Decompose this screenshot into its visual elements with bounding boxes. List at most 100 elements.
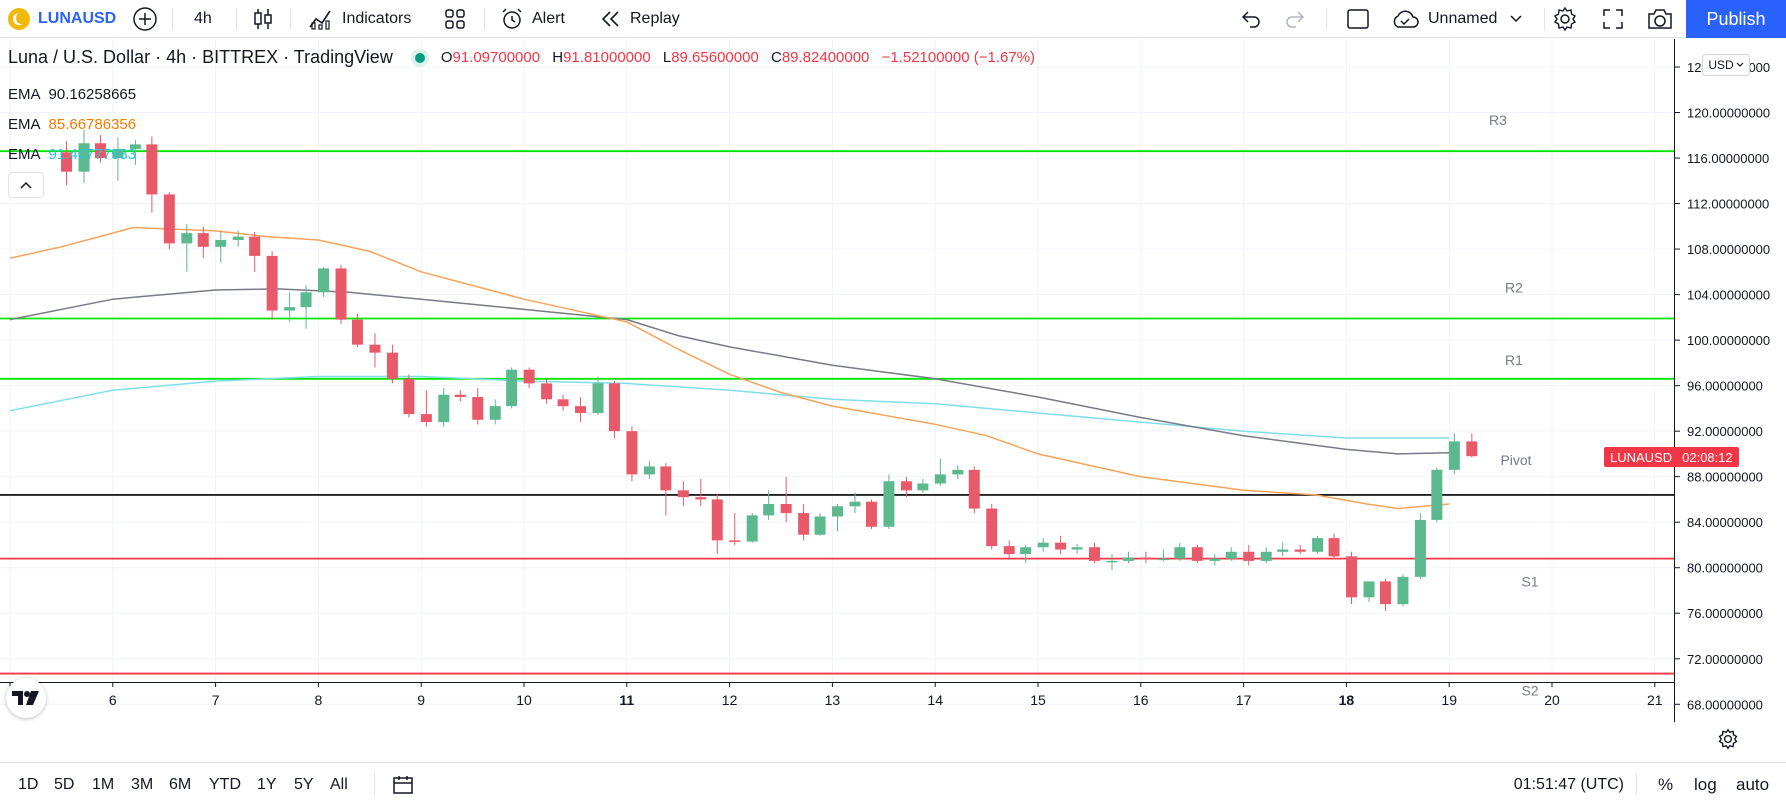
candle-down[interactable] <box>61 140 73 186</box>
range-3m-button[interactable]: 3M <box>131 775 154 793</box>
compare-symbol-button[interactable] <box>132 0 158 38</box>
candle-up[interactable] <box>1174 542 1186 561</box>
fullscreen-button[interactable] <box>1602 0 1624 38</box>
candle-up[interactable] <box>917 478 929 493</box>
candle-down[interactable] <box>711 493 723 555</box>
candle-down[interactable] <box>900 476 912 498</box>
candle-up[interactable] <box>506 367 518 409</box>
candle-down[interactable] <box>695 478 707 507</box>
candle-down[interactable] <box>557 394 569 411</box>
range-1d-button[interactable]: 1D <box>18 775 39 793</box>
candle-down[interactable] <box>249 232 261 272</box>
candle-up[interactable] <box>1448 433 1460 475</box>
ema-legend-3[interactable]: EMA 91.40777933 <box>8 146 136 163</box>
candle-down[interactable] <box>1294 544 1306 555</box>
candle-down[interactable] <box>729 513 741 545</box>
auto-scale-button[interactable]: auto <box>1736 774 1770 794</box>
ema-legend-1[interactable]: EMA 90.16258665 <box>8 86 136 103</box>
log-scale-button[interactable]: log <box>1694 774 1717 794</box>
candle-up[interactable] <box>814 513 826 536</box>
candle-up[interactable] <box>832 503 844 532</box>
candle-down[interactable] <box>1191 544 1203 564</box>
candle-down[interactable] <box>403 374 415 418</box>
snapshot-button[interactable] <box>1646 0 1674 38</box>
percent-scale-button[interactable]: % <box>1658 774 1674 794</box>
candle-up[interactable] <box>300 285 312 329</box>
price-chart[interactable]: R3R2R1PivotS1S2124.00000000120.000000001… <box>0 39 1786 722</box>
candle-up[interactable] <box>592 376 604 416</box>
candle-down[interactable] <box>1055 535 1067 555</box>
candle-down[interactable] <box>1243 544 1255 566</box>
candle-up[interactable] <box>1122 551 1134 564</box>
indicators-button[interactable]: Indicators <box>308 0 411 38</box>
candle-down[interactable] <box>1346 551 1358 605</box>
currency-select[interactable]: USD <box>1702 54 1750 76</box>
candle-down[interactable] <box>626 426 638 482</box>
ema-legend-2[interactable]: EMA 85.66786356 <box>8 116 136 133</box>
candle-up[interactable] <box>318 267 330 297</box>
time-axis[interactable]: 56789101112131415161718192021 <box>6 682 1663 708</box>
range-5d-button[interactable]: 5D <box>54 775 75 793</box>
candle-up[interactable] <box>1414 513 1426 580</box>
candle-up[interactable] <box>1071 543 1083 555</box>
candle-down[interactable] <box>1140 551 1152 564</box>
tradingview-logo[interactable] <box>6 678 46 718</box>
candle-up[interactable] <box>438 387 450 427</box>
range-all-button[interactable]: All <box>330 775 348 793</box>
templates-button[interactable] <box>444 0 466 38</box>
candle-up[interactable] <box>1260 547 1272 564</box>
chart-type-button[interactable] <box>252 0 274 38</box>
candle-down[interactable] <box>335 265 347 325</box>
layout-button[interactable] <box>1346 0 1370 38</box>
publish-button[interactable]: Publish <box>1686 0 1786 38</box>
candle-down[interactable] <box>798 503 810 541</box>
candle-down[interactable] <box>454 390 466 402</box>
candle-down[interactable] <box>986 503 998 550</box>
range-5y-button[interactable]: 5Y <box>294 775 314 793</box>
candle-down[interactable] <box>197 226 209 259</box>
candle-up[interactable] <box>1020 544 1032 564</box>
candle-up[interactable] <box>1225 547 1237 561</box>
save-layout-button[interactable]: Unnamed <box>1390 0 1523 38</box>
candle-up[interactable] <box>952 465 964 479</box>
candle-up[interactable] <box>181 224 193 272</box>
utc-clock[interactable]: 01:51:47 (UTC) <box>1513 775 1624 793</box>
candle-down[interactable] <box>523 367 535 388</box>
candle-up[interactable] <box>1277 542 1289 557</box>
candle-down[interactable] <box>1328 533 1340 559</box>
replay-button[interactable]: Replay <box>600 0 680 38</box>
range-6m-button[interactable]: 6M <box>169 775 192 793</box>
candle-down[interactable] <box>266 251 278 320</box>
candle-up[interactable] <box>849 492 861 514</box>
candle-up[interactable] <box>232 230 244 247</box>
candle-down[interactable] <box>472 387 484 425</box>
candle-down[interactable] <box>420 390 432 427</box>
candle-down[interactable] <box>575 397 587 423</box>
range-1y-button[interactable]: 1Y <box>257 775 277 793</box>
market-status-icon[interactable] <box>414 52 425 63</box>
candle-down[interactable] <box>541 378 553 404</box>
axis-settings-button[interactable] <box>1717 728 1739 750</box>
candle-up[interactable] <box>1209 554 1221 566</box>
candle-down[interactable] <box>163 192 175 250</box>
candle-down[interactable] <box>865 499 877 530</box>
candle-down[interactable] <box>146 136 158 213</box>
range-ytd-button[interactable]: YTD <box>209 775 241 793</box>
candle-up[interactable] <box>763 490 775 520</box>
candle-up[interactable] <box>883 474 895 530</box>
candle-up[interactable] <box>112 137 124 181</box>
alert-button[interactable]: Alert <box>500 0 565 38</box>
candle-up[interactable] <box>1312 535 1324 555</box>
candle-up[interactable] <box>1157 549 1169 561</box>
candle-down[interactable] <box>677 481 689 507</box>
candle-up[interactable] <box>129 139 141 165</box>
symbol-search-button[interactable]: LUNAUSD <box>8 0 116 38</box>
candle-up[interactable] <box>1363 581 1375 602</box>
candle-down[interactable] <box>780 476 792 523</box>
candle-up[interactable] <box>78 129 90 184</box>
candle-down[interactable] <box>369 333 381 368</box>
candle-up[interactable] <box>489 399 501 425</box>
range-1m-button[interactable]: 1M <box>92 775 115 793</box>
candle-down[interactable] <box>968 466 980 514</box>
candle-down[interactable] <box>1466 433 1478 458</box>
